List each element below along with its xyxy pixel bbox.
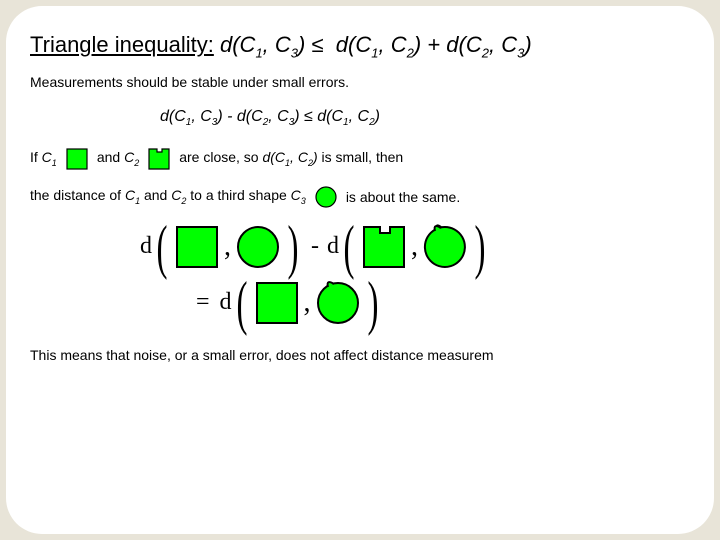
square-icon xyxy=(252,279,302,327)
rparen-icon: ) xyxy=(287,232,298,262)
circle-bump-icon xyxy=(313,279,363,327)
text: are close, so d(C1, C2) is small, then xyxy=(179,149,403,168)
slide: Triangle inequality: d(C1, C3) ≤ d(C1, C… xyxy=(6,6,714,534)
comma: , xyxy=(304,287,311,319)
square-notch-icon xyxy=(146,147,172,171)
lparen-icon: ( xyxy=(343,232,354,262)
row-third-shape: the distance of C1 and C2 to a third sha… xyxy=(30,185,690,209)
comma: , xyxy=(224,231,231,263)
d-label: d xyxy=(220,289,232,316)
shape-eq-line2: = d ( , ) xyxy=(196,279,690,327)
rparen-icon: ) xyxy=(367,288,378,318)
lparen-icon: ( xyxy=(156,232,167,262)
comma: , xyxy=(411,231,418,263)
minus: - xyxy=(311,233,319,260)
text: the distance of C1 and C2 to a third sha… xyxy=(30,187,306,206)
shape-eq-line1: d ( , ) - d ( , ) xyxy=(140,223,690,271)
inequality-eq: d(C1, C3) - d(C2, C3) ≤ d(C1, C2) xyxy=(160,108,690,128)
text: If C1 xyxy=(30,149,57,168)
title-formula: d(C1, C3) ≤ d(C1, C2) + d(C2, C3) xyxy=(220,32,532,57)
row-if-close: If C1 and C2 are close, so d(C1, C2) is … xyxy=(30,147,690,171)
rparen-icon: ) xyxy=(474,232,485,262)
d-label: d xyxy=(327,233,339,260)
circle-bump-icon xyxy=(420,223,470,271)
text: is about the same. xyxy=(346,189,460,205)
title-prefix: Triangle inequality: xyxy=(30,32,214,57)
circle-icon xyxy=(233,223,283,271)
eq-sign: = xyxy=(196,289,210,316)
lparen-icon: ( xyxy=(236,288,247,318)
square-icon xyxy=(64,147,90,171)
text: and C2 xyxy=(97,149,139,168)
square-notch-icon xyxy=(359,223,409,271)
d-label: d xyxy=(140,233,152,260)
title: Triangle inequality: d(C1, C3) ≤ d(C1, C… xyxy=(30,32,690,60)
square-icon xyxy=(172,223,222,271)
conclusion-line: This means that noise, or a small error,… xyxy=(30,347,690,363)
circle-icon xyxy=(313,185,339,209)
measurements-line: Measurements should be stable under smal… xyxy=(30,74,690,90)
